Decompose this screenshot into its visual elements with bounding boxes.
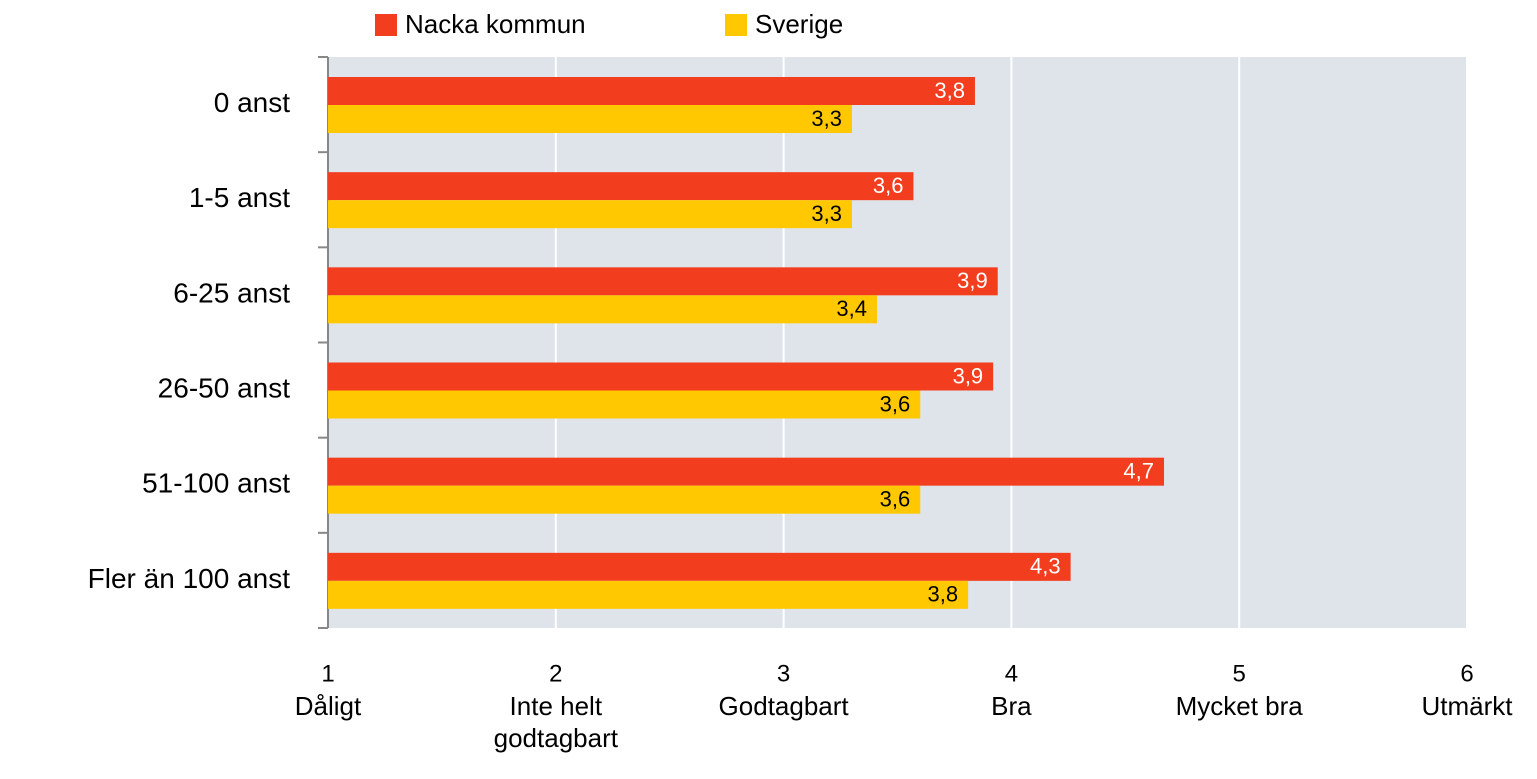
bar: [328, 485, 921, 514]
value-label: 3,6: [873, 173, 904, 198]
value-label: 3,3: [811, 201, 842, 226]
bar: [328, 105, 852, 133]
bar: [328, 457, 1165, 486]
value-label: 3,6: [880, 391, 911, 416]
legend-swatch: [375, 14, 397, 36]
bar: [328, 552, 1071, 581]
x-tick-label: 5: [1233, 660, 1246, 687]
bar: [328, 362, 994, 391]
y-tick-label: 51-100 anst: [142, 468, 290, 499]
x-tick-label: 1: [321, 660, 334, 687]
legend-label: Nacka kommun: [405, 9, 586, 39]
y-tick-label: 1-5 anst: [189, 182, 290, 213]
bar: [328, 77, 975, 105]
x-tick-label: 4: [1005, 660, 1018, 687]
y-tick-label: Fler än 100 anst: [88, 563, 291, 594]
x-tick-description: Dåligt: [294, 691, 362, 721]
bar: [328, 267, 998, 296]
bar: [328, 295, 877, 324]
value-label: 3,9: [953, 363, 984, 388]
bar: [328, 580, 969, 609]
legend-swatch: [725, 14, 747, 36]
x-tick-description: Bra: [991, 691, 1032, 721]
x-tick-description: Utmärkt: [1421, 691, 1513, 721]
value-label: 3,3: [811, 106, 842, 131]
x-tick-label: 6: [1460, 660, 1473, 687]
y-tick-label: 0 anst: [214, 87, 290, 118]
plot-background: [328, 57, 1467, 628]
value-label: 3,8: [928, 582, 959, 607]
x-tick-description: Godtagbart: [718, 691, 849, 721]
legend-label: Sverige: [755, 9, 843, 39]
bar: [328, 200, 852, 229]
value-label: 4,3: [1030, 554, 1061, 579]
y-tick-label: 26-50 anst: [158, 372, 291, 403]
value-label: 3,8: [934, 78, 965, 103]
x-tick-label: 2: [549, 660, 562, 687]
bar: [328, 390, 921, 419]
value-label: 3,9: [957, 268, 988, 293]
y-tick-label: 6-25 anst: [173, 277, 290, 308]
bar: [328, 172, 914, 201]
x-tick-label: 3: [777, 660, 790, 687]
x-tick-description: Mycket bra: [1175, 691, 1303, 721]
value-label: 3,6: [880, 486, 911, 511]
value-label: 3,4: [836, 296, 867, 321]
x-tick-description: Inte helt godtagbart: [493, 691, 618, 753]
value-label: 4,7: [1123, 458, 1154, 483]
